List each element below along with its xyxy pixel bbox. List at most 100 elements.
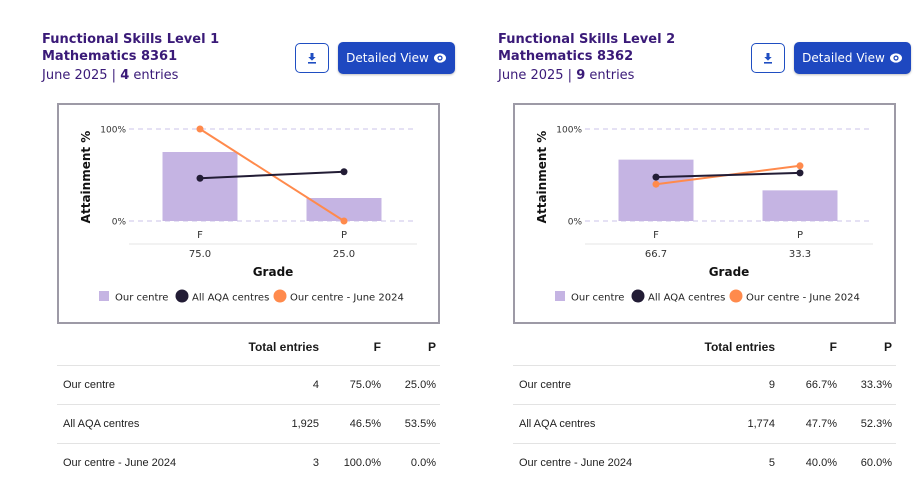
x-tick-label: F xyxy=(653,230,659,241)
header-total-entries: Total entries xyxy=(248,339,319,354)
eye-icon xyxy=(889,53,902,63)
detailed-view-label: Detailed View xyxy=(802,51,885,65)
row-total: 1,925 xyxy=(291,418,319,430)
entries-count: 4 xyxy=(120,68,130,83)
row-p: 53.5% xyxy=(404,418,436,430)
bar-p xyxy=(306,198,382,221)
results-table: Total entries F P Our centre 4 75.0% 25.… xyxy=(57,328,440,482)
header-grade-f: F xyxy=(373,339,381,354)
legend-swatch-our-centre-june-2024 xyxy=(273,289,287,303)
legend-label: All AQA centres xyxy=(648,293,725,304)
category-value-label: 33.3 xyxy=(789,249,811,260)
legend-swatch-all-aqa-centres xyxy=(631,289,645,303)
y-tick-label: 100% xyxy=(100,126,126,136)
entries-count: 9 xyxy=(576,68,586,83)
legend-swatch-our-centre-june-2024 xyxy=(729,289,743,303)
category-value-label: 66.7 xyxy=(645,249,667,260)
bar-f xyxy=(618,159,694,221)
line-all-aqa-centres xyxy=(199,170,345,180)
y-tick-label: 0% xyxy=(112,218,127,228)
point-our-centre-june-2024 xyxy=(652,180,660,188)
row-p: 60.0% xyxy=(860,457,892,469)
row-label: Our centre xyxy=(519,379,571,391)
detailed-view-button[interactable]: Detailed View xyxy=(338,42,455,74)
table-row: Our centre - June 2024 3 100.0% 0.0% xyxy=(57,444,440,482)
row-f: 46.5% xyxy=(349,418,381,430)
point-our-centre-june-2024 xyxy=(196,125,204,133)
row-f: 75.0% xyxy=(349,379,381,391)
legend-swatch-our-centre xyxy=(555,291,565,301)
row-total: 5 xyxy=(768,457,775,469)
header-grade-f: F xyxy=(829,339,837,354)
y-tick-label: 100% xyxy=(556,126,582,136)
header-total-entries: Total entries xyxy=(704,339,775,354)
download-icon xyxy=(764,53,772,64)
x-tick-label: F xyxy=(197,230,203,241)
card-title: Functional Skills Level 1 Mathematics 83… xyxy=(42,32,220,64)
row-f: 47.7% xyxy=(805,418,837,430)
chart-svg: Attainment % 0% 100% F P 75.0 25.0 Grade Our cen… xyxy=(79,125,417,304)
row-label: All AQA centres xyxy=(519,418,596,430)
table-row: Our centre 4 75.0% 25.0% xyxy=(57,366,440,405)
row-total: 9 xyxy=(768,379,775,391)
detailed-view-label: Detailed View xyxy=(346,51,429,65)
x-tick-label: P xyxy=(341,230,347,241)
attainment-chart: Attainment % 0% 100% F P 75.0 25.0 Grade Our cen… xyxy=(57,103,440,324)
point-all-aqa-centres xyxy=(652,173,660,181)
table-row: Our centre 9 66.7% 33.3% xyxy=(513,366,896,405)
header-grade-p: P xyxy=(883,339,892,354)
x-axis-label: Grade xyxy=(709,265,750,279)
card-title: Functional Skills Level 2 Mathematics 83… xyxy=(498,32,676,64)
row-p: 0.0% xyxy=(410,457,436,469)
attainment-chart: Attainment % 0% 100% F P 66.7 33.3 Grade Our cen… xyxy=(513,103,896,324)
y-axis-label: Attainment % xyxy=(535,131,549,224)
row-p: 52.3% xyxy=(860,418,892,430)
legend-swatch-all-aqa-centres xyxy=(175,289,189,303)
row-f: 100.0% xyxy=(343,457,381,469)
y-axis-label: Attainment % xyxy=(79,131,93,224)
row-total: 3 xyxy=(312,457,319,469)
row-p: 25.0% xyxy=(404,379,436,391)
table-header-row: Total entries F P xyxy=(57,328,440,366)
x-tick-label: P xyxy=(797,230,803,241)
detailed-view-button[interactable]: Detailed View xyxy=(794,42,911,74)
category-value-label: 75.0 xyxy=(189,249,211,260)
separator: | xyxy=(111,68,117,83)
point-our-centre-june-2024 xyxy=(340,217,348,225)
results-card-level-2: Functional Skills Level 2 Mathematics 83… xyxy=(498,0,913,491)
legend-label: Our centre - June 2024 xyxy=(290,293,404,304)
download-button[interactable] xyxy=(751,43,785,73)
separator: | xyxy=(567,68,573,83)
results-table: Total entries F P Our centre 9 66.7% 33.… xyxy=(513,328,896,482)
download-icon xyxy=(308,53,316,64)
card-subtitle: June 2025 | 9 entries xyxy=(498,68,634,83)
session-label: June 2025 xyxy=(42,68,108,83)
legend-label: Our centre - June 2024 xyxy=(746,293,860,304)
row-total: 4 xyxy=(312,379,319,391)
line-all-aqa-centres xyxy=(655,171,801,179)
category-value-label: 25.0 xyxy=(333,249,355,260)
legend-label: Our centre xyxy=(115,293,168,304)
entries-label: entries xyxy=(133,68,179,83)
row-f: 40.0% xyxy=(805,457,837,469)
entries-label: entries xyxy=(589,68,635,83)
table-row: All AQA centres 1,774 47.7% 52.3% xyxy=(513,405,896,444)
legend-label: All AQA centres xyxy=(192,293,269,304)
legend-label: Our centre xyxy=(571,293,624,304)
row-label: Our centre xyxy=(63,379,115,391)
row-label: Our centre - June 2024 xyxy=(519,457,633,469)
row-label: Our centre - June 2024 xyxy=(63,457,177,469)
row-f: 66.7% xyxy=(805,379,837,391)
header-grade-p: P xyxy=(427,339,436,354)
row-label: All AQA centres xyxy=(63,418,140,430)
table-header-row: Total entries F P xyxy=(513,328,896,366)
legend-swatch-our-centre xyxy=(99,291,109,301)
download-button[interactable] xyxy=(295,43,329,73)
table-row: Our centre - June 2024 5 40.0% 60.0% xyxy=(513,444,896,482)
card-subtitle: June 2025 | 4 entries xyxy=(42,68,178,83)
y-tick-label: 0% xyxy=(568,218,583,228)
results-card-level-1: Functional Skills Level 1 Mathematics 83… xyxy=(42,0,457,491)
x-axis-label: Grade xyxy=(253,265,294,279)
bar-f xyxy=(162,152,238,221)
table-row: All AQA centres 1,925 46.5% 53.5% xyxy=(57,405,440,444)
